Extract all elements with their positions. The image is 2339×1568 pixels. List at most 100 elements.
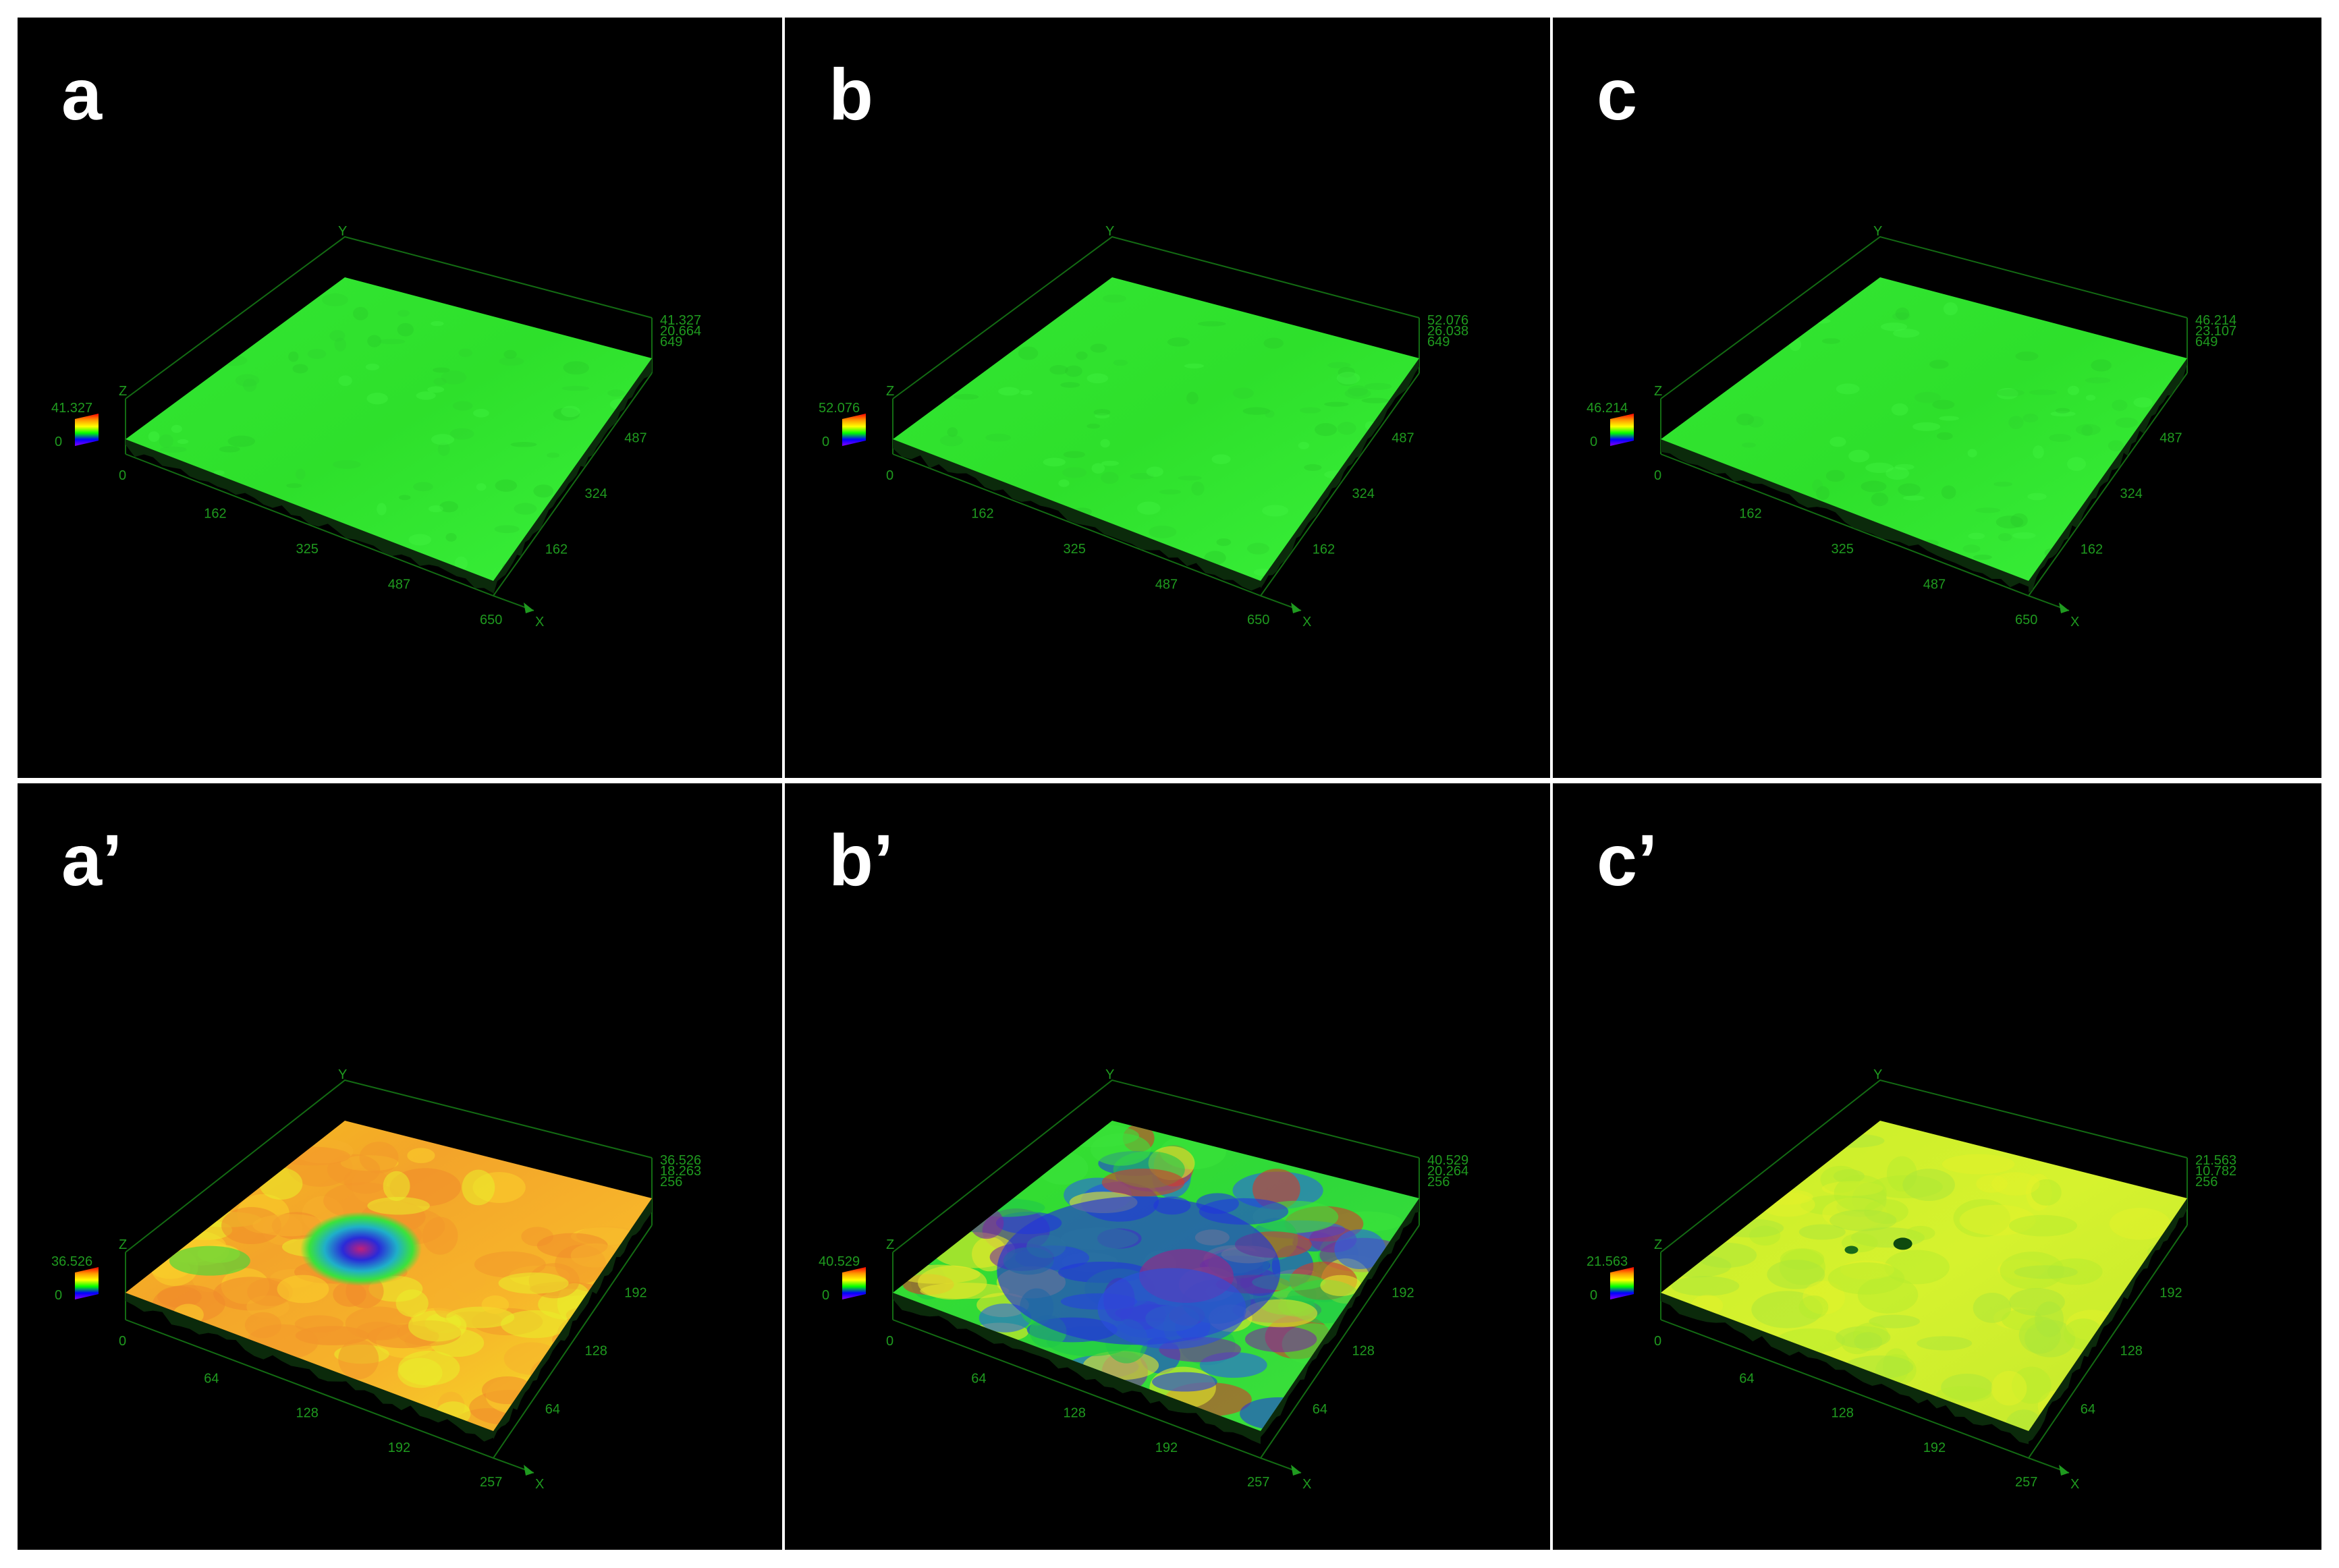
x-arrow-head [1291, 603, 1301, 613]
y-tick-label: 64 [2081, 1402, 2095, 1417]
x-tick-label: 162 [971, 507, 993, 522]
surface-skirt [1661, 1198, 2187, 1445]
top-frame [1660, 235, 2188, 399]
right-z-label-1: 23.107 [2195, 324, 2236, 339]
surface-top [126, 277, 652, 581]
panel-b: b 52.076 0 Z 0 52.076 26.038 649 162 325 487 650 X 16… [785, 18, 1550, 778]
pit-crater [300, 1212, 422, 1287]
z-axis-label: Z [119, 1237, 127, 1252]
right-z-label-2: 256 [2195, 1175, 2218, 1189]
y-tick-label: 324 [585, 486, 607, 501]
x-tick-label: 257 [2015, 1475, 2037, 1490]
panel-b2: b’ 40.529 0 Z 0 40.529 20.264 256 64 128 192 257 X 64… [785, 783, 1550, 1550]
right-z-label-2: 649 [2195, 335, 2218, 349]
x-tick-label: 64 [971, 1371, 986, 1386]
top-frame [125, 1079, 653, 1253]
right-z-label-1: 20.664 [660, 324, 701, 339]
x-arrow-head [524, 1465, 534, 1476]
x-arrow-head [2059, 1465, 2069, 1476]
colorbar-min: 0 [822, 435, 829, 449]
z-axis-label: Z [1654, 1237, 1662, 1252]
x-tick-label: 650 [480, 613, 502, 627]
surface-top [893, 277, 1419, 581]
x-arrow-head [2059, 603, 2069, 613]
right-z-label-2: 649 [660, 335, 682, 349]
top-frame [1660, 1079, 2188, 1253]
right-z-label-2: 256 [1427, 1175, 1450, 1189]
panel-label: b [829, 53, 873, 135]
colorbar-min: 0 [55, 435, 62, 449]
x-tick-label: 487 [388, 578, 410, 592]
x-axis-label: X [1302, 615, 1311, 629]
right-z-label-2: 649 [1427, 335, 1450, 349]
panel-c: c 46.214 0 Z 0 46.214 23.107 649 162 325 487 650 X 16… [1553, 18, 2321, 778]
surface-skirt [1661, 358, 2187, 593]
right-z-label-0: 36.526 [660, 1153, 701, 1168]
surface-skirt [126, 1198, 652, 1442]
right-z-label-0: 40.529 [1427, 1153, 1468, 1168]
y-tick-label: 324 [1352, 486, 1375, 501]
x-tick-label: 487 [1923, 578, 1946, 592]
right-z-label-1: 18.263 [660, 1164, 701, 1179]
y-axis-label: Y [338, 224, 347, 239]
z-axis-label: Z [886, 384, 894, 399]
y-tick-label: 128 [1352, 1344, 1375, 1359]
x-tick-label: 325 [296, 542, 319, 557]
x-tick-label: 325 [1832, 542, 1854, 557]
y-tick-label: 162 [545, 542, 568, 557]
colorbar-max: 41.327 [51, 401, 92, 416]
y-tick-label: 192 [624, 1285, 646, 1300]
panel-label: c [1597, 53, 1638, 135]
x-tick-label: 192 [1155, 1440, 1178, 1455]
panel-label: a’ [61, 819, 123, 901]
colorbar-max: 36.526 [51, 1254, 92, 1269]
pit-mark [1844, 1245, 1859, 1254]
right-z-label-0: 21.563 [2195, 1153, 2236, 1168]
y-axis-label: Y [1873, 1067, 1882, 1082]
y-axis-label: Y [1105, 224, 1114, 239]
right-z-label-0: 46.214 [2195, 313, 2236, 328]
pit-mark [1893, 1237, 1913, 1250]
colorbar [75, 1267, 99, 1299]
colorbar-max: 46.214 [1587, 401, 1628, 416]
surface-skirt [126, 358, 652, 595]
colorbar-min: 0 [1590, 1288, 1597, 1303]
y-tick-label: 324 [2120, 486, 2143, 501]
y-axis-label: Y [338, 1067, 347, 1082]
x-tick-label: 487 [1155, 578, 1178, 592]
x-axis-label: X [2070, 615, 2079, 629]
panel-c2: c’ 21.563 0 Z 0 21.563 10.782 256 64 128 192 257 X 64… [1553, 783, 2321, 1550]
colorbar [1610, 414, 1634, 446]
surface-skirt [893, 1198, 1419, 1445]
right-z-label-1: 20.264 [1427, 1164, 1468, 1179]
top-frame [892, 235, 1420, 399]
x-tick-label: 650 [2015, 613, 2037, 627]
y-tick-label: 128 [2120, 1344, 2143, 1359]
x-tick-label: 64 [1739, 1371, 1754, 1386]
x-tick-label: 128 [296, 1406, 319, 1421]
colorbar-max: 40.529 [819, 1254, 860, 1269]
y-tick-label: 487 [624, 431, 646, 446]
x-tick-label: 64 [204, 1371, 219, 1386]
x-tick-label: 162 [204, 507, 226, 522]
y-tick-label: 162 [1313, 542, 1335, 557]
colorbar-min: 0 [1590, 435, 1597, 449]
y-axis-label: Y [1873, 224, 1882, 239]
panel-a: a 41.327 0 Z 0 41.327 20.664 649 162 325 487 650 X 16… [18, 18, 782, 778]
panel-a2: a’ 36.526 0 Z 0 36.526 18.263 256 64 128 192 257 X 64… [18, 783, 782, 1550]
y-tick-label: 487 [2159, 431, 2182, 446]
z-axis-label: Z [119, 384, 127, 399]
colorbar-max: 21.563 [1587, 1254, 1628, 1269]
panel-label: b’ [829, 819, 893, 901]
z-axis-label: Z [886, 1237, 894, 1252]
origin-label: 0 [1654, 468, 1661, 483]
colorbar-min: 0 [822, 1288, 829, 1303]
y-tick-label: 162 [2081, 542, 2103, 557]
x-tick-label: 192 [1923, 1440, 1946, 1455]
top-frame [892, 1079, 1420, 1253]
x-axis-label: X [1302, 1477, 1311, 1492]
